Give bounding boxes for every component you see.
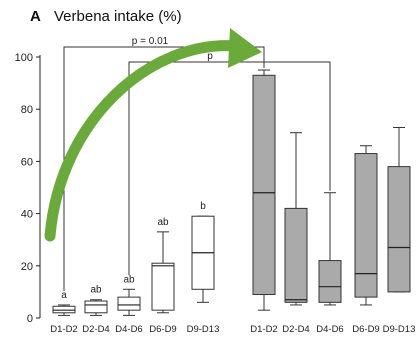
- box-D4-D6: ab: [117, 274, 141, 316]
- x-tick-label: D4-D6: [316, 324, 343, 335]
- y-tick-label: 100: [15, 52, 33, 64]
- box-body: [117, 296, 141, 311]
- significance-letter: ab: [157, 217, 169, 228]
- box-D4-D6: [318, 192, 342, 306]
- x-tick-label: D4-D6: [115, 324, 142, 335]
- box-D9-D13: [387, 126, 411, 293]
- x-tick-label: D1-D2: [250, 324, 277, 335]
- box-body: [284, 207, 308, 303]
- y-tick-label: 20: [21, 261, 33, 273]
- box-body: [252, 74, 276, 296]
- x-tick-label: D2-D4: [282, 324, 309, 335]
- x-tick-label: D9-D13: [187, 324, 220, 335]
- box-D6-D9: ab: [151, 217, 175, 314]
- significance-letter: ab: [123, 274, 135, 285]
- box-D1-D2: [252, 69, 276, 311]
- box-body: [354, 153, 378, 298]
- box-D9-D13: b: [191, 201, 215, 303]
- box-series: a ab ab ab b: [52, 69, 411, 316]
- x-tick-label: D6-D9: [149, 324, 176, 335]
- category-labels: D1-D2 D2-D4 D4-D6 D6-D9 D9-D13 D1-D2 D2-D4 D4-D…: [50, 324, 415, 335]
- box-D2-D4: [284, 132, 308, 306]
- arrow-body: [44, 40, 242, 242]
- box-body: [52, 305, 76, 314]
- panel-letter: A: [30, 8, 41, 25]
- box-body: [84, 300, 108, 314]
- y-tick-label: 40: [21, 209, 33, 221]
- significance-letter: ab: [90, 285, 102, 296]
- box-body: [318, 260, 342, 303]
- box-body: [151, 262, 175, 311]
- x-tick-label: D2-D4: [82, 324, 109, 335]
- x-tick-label: D1-D2: [50, 324, 77, 335]
- arrow-head: [228, 28, 262, 68]
- x-tick-label: D6-D9: [352, 324, 379, 335]
- x-tick-label: D9-D13: [383, 324, 416, 335]
- y-tick-label: 80: [21, 104, 33, 116]
- box-D1-D2: a: [52, 290, 76, 316]
- bracket-label: p: [207, 51, 213, 62]
- box-D2-D4: ab: [84, 285, 108, 316]
- significance-letter: b: [200, 201, 206, 212]
- curved-arrow: [44, 28, 262, 242]
- box-D6-D9: [354, 145, 378, 306]
- bracket-label: p = 0.01: [132, 36, 169, 47]
- bracket-p001: [63, 46, 265, 291]
- y-axis: 0 20 40 60 80 100: [15, 52, 41, 325]
- y-tick-label: 0: [27, 313, 33, 325]
- box-body: [387, 166, 411, 293]
- y-tick-label: 60: [21, 156, 33, 168]
- significance-letter: a: [61, 290, 67, 301]
- chart-title: Verbena intake (%): [54, 8, 182, 25]
